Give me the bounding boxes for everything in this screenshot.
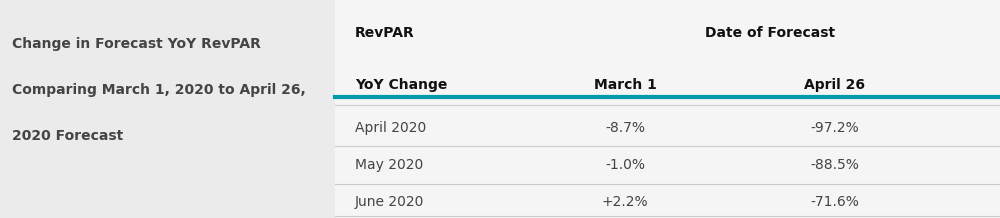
Text: -71.6%: -71.6% — [811, 195, 859, 209]
Text: Comparing March 1, 2020 to April 26,: Comparing March 1, 2020 to April 26, — [12, 83, 306, 97]
Text: Date of Forecast: Date of Forecast — [705, 26, 835, 40]
Text: -1.0%: -1.0% — [605, 158, 645, 172]
Text: April 2020: April 2020 — [355, 121, 426, 135]
Text: April 26: April 26 — [804, 78, 866, 92]
Bar — [0, 0, 335, 218]
Text: -88.5%: -88.5% — [811, 158, 859, 172]
Text: June 2020: June 2020 — [355, 195, 424, 209]
Bar — [335, 0, 1000, 218]
Text: May 2020: May 2020 — [355, 158, 423, 172]
Text: March 1: March 1 — [594, 78, 656, 92]
Text: 2020 Forecast: 2020 Forecast — [12, 129, 123, 143]
Text: RevPAR: RevPAR — [355, 26, 415, 40]
Text: Change in Forecast YoY RevPAR: Change in Forecast YoY RevPAR — [12, 37, 261, 51]
Text: YoY Change: YoY Change — [355, 78, 447, 92]
Text: -8.7%: -8.7% — [605, 121, 645, 135]
Text: -97.2%: -97.2% — [811, 121, 859, 135]
Text: +2.2%: +2.2% — [602, 195, 648, 209]
